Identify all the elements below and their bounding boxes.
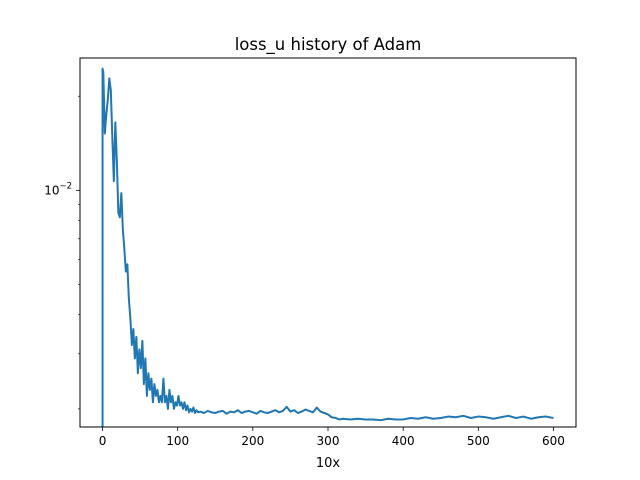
x-tick-label: 0	[99, 434, 107, 448]
y-tick-label: 10−2	[44, 181, 72, 197]
x-tick-label: 300	[317, 434, 340, 448]
x-tick-label: 200	[241, 434, 264, 448]
x-axis-label: 10x	[316, 456, 341, 471]
x-tick-label: 400	[392, 434, 415, 448]
x-axis-ticks: 0 100 200 300 400 500 600	[99, 427, 565, 448]
chart-title: loss_u history of Adam	[235, 35, 422, 55]
y-axis-ticks: 10−2	[44, 95, 80, 410]
x-tick-label: 600	[542, 434, 565, 448]
x-tick-label: 100	[166, 434, 189, 448]
x-tick-label: 500	[467, 434, 490, 448]
plot-area	[101, 67, 554, 427]
series-line-0	[101, 67, 554, 427]
